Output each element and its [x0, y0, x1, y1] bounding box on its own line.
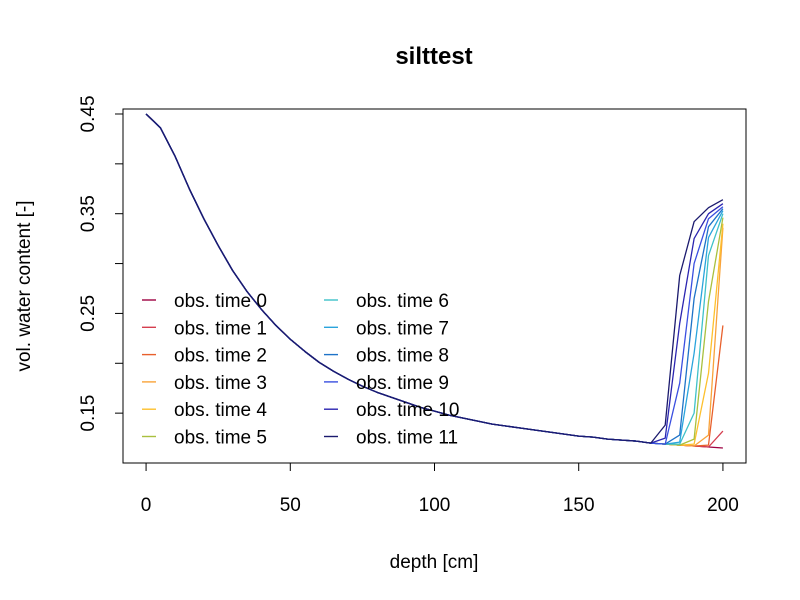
series-line-7 — [145, 113, 724, 445]
legend-label-0: obs. time 0 — [174, 291, 267, 312]
x-axis: 0 50 100 150 200 — [141, 463, 739, 516]
legend-label-9: obs. time 9 — [356, 373, 449, 394]
legend-label-10: obs. time 10 — [356, 400, 460, 421]
x-tick-label: 50 — [280, 495, 301, 516]
y-axis: 0.45 0.35 0.25 0.15 — [78, 95, 123, 432]
series-line-9 — [145, 113, 724, 445]
legend-label-8: obs. time 8 — [356, 346, 449, 367]
x-axis-title: depth [cm] — [390, 552, 479, 573]
series-line-3 — [145, 113, 724, 447]
x-tick-label: 0 — [141, 495, 152, 516]
x-tick-label: 100 — [419, 495, 451, 516]
series-line-5 — [145, 113, 724, 446]
legend-label-3: obs. time 3 — [174, 373, 267, 394]
legend-label-6: obs. time 6 — [356, 291, 449, 312]
chart-title: silttest — [395, 43, 472, 70]
legend-label-1: obs. time 1 — [174, 318, 267, 339]
series-line-4 — [145, 113, 724, 446]
y-tick-label: 0.35 — [78, 195, 99, 232]
legend-label-2: obs. time 2 — [174, 346, 267, 367]
series-line-1 — [145, 113, 724, 448]
y-axis-title: vol. water content [-] — [14, 200, 35, 371]
y-tick-label: 0.15 — [78, 395, 99, 432]
legend-label-7: obs. time 7 — [356, 318, 449, 339]
y-tick-label: 0.45 — [78, 95, 99, 132]
series-line-2 — [145, 113, 724, 447]
legend-label-4: obs. time 4 — [174, 400, 267, 421]
x-tick-label: 150 — [563, 495, 595, 516]
series-lines — [145, 113, 724, 449]
legend-label-5: obs. time 5 — [174, 428, 267, 449]
x-tick-label: 200 — [707, 495, 739, 516]
y-tick-label: 0.25 — [78, 295, 99, 332]
series-line-11 — [145, 113, 724, 444]
series-line-8 — [145, 113, 724, 445]
series-line-0 — [145, 113, 723, 449]
legend: obs. time 0 obs. time 1 obs. time 2 obs. ti… — [142, 291, 460, 449]
legend-label-11: obs. time 11 — [356, 428, 458, 449]
series-line-6 — [145, 113, 724, 445]
